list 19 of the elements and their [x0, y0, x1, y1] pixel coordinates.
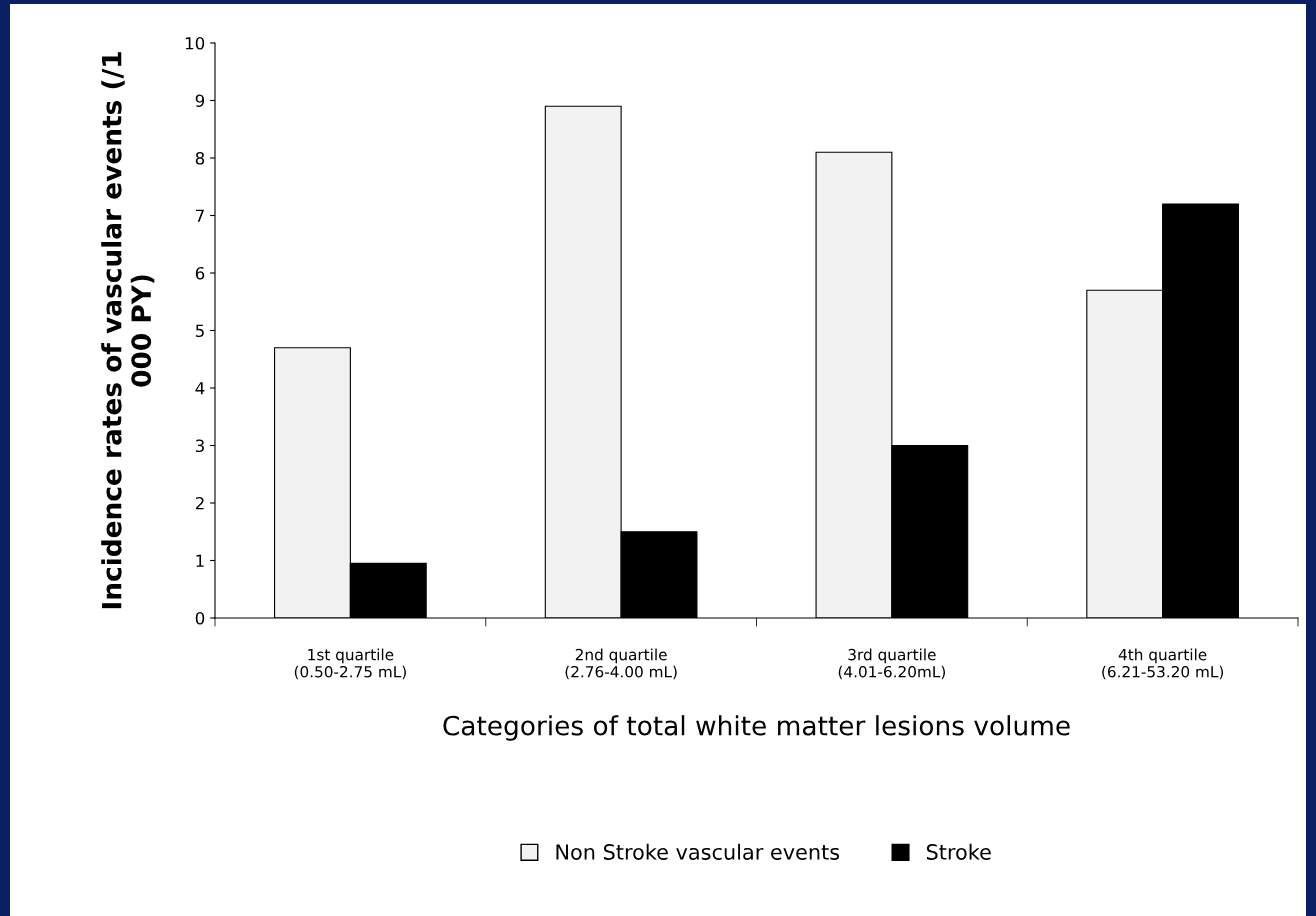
x-tick-label: 2nd quartile (2.76-4.00 mL)	[565, 648, 677, 680]
y-tick-label: 6	[195, 266, 205, 280]
legend-label: Stroke	[926, 843, 991, 860]
y-tick-label: 10	[185, 36, 205, 50]
y-tick-label: 3	[195, 439, 204, 453]
y-tick-label: 1	[196, 554, 204, 567]
y-axis-title: Incidence rates of vascular events (/1 000 PY)	[101, 52, 155, 609]
y-tick-label: 5	[195, 324, 204, 338]
y-tick-label: 7	[196, 209, 204, 222]
x-tick-label: 1st quartile (0.50-2.75 mL)	[294, 648, 406, 680]
y-tick-label: 9	[195, 94, 205, 108]
y-tick-label: 8	[195, 151, 205, 165]
x-tick-label: 3rd quartile (4.01-6.20mL)	[838, 648, 945, 680]
x-tick-label: 4th quartile (6.21-53.20 mL)	[1102, 648, 1224, 680]
y-tick-label: 4	[195, 382, 205, 395]
x-axis-title: Categories of total white matter lesions volume	[443, 715, 1070, 741]
y-tick-label: 2	[195, 496, 204, 510]
legend-label: Non Stroke vascular events	[556, 843, 840, 860]
y-tick-label: 0	[195, 611, 205, 625]
